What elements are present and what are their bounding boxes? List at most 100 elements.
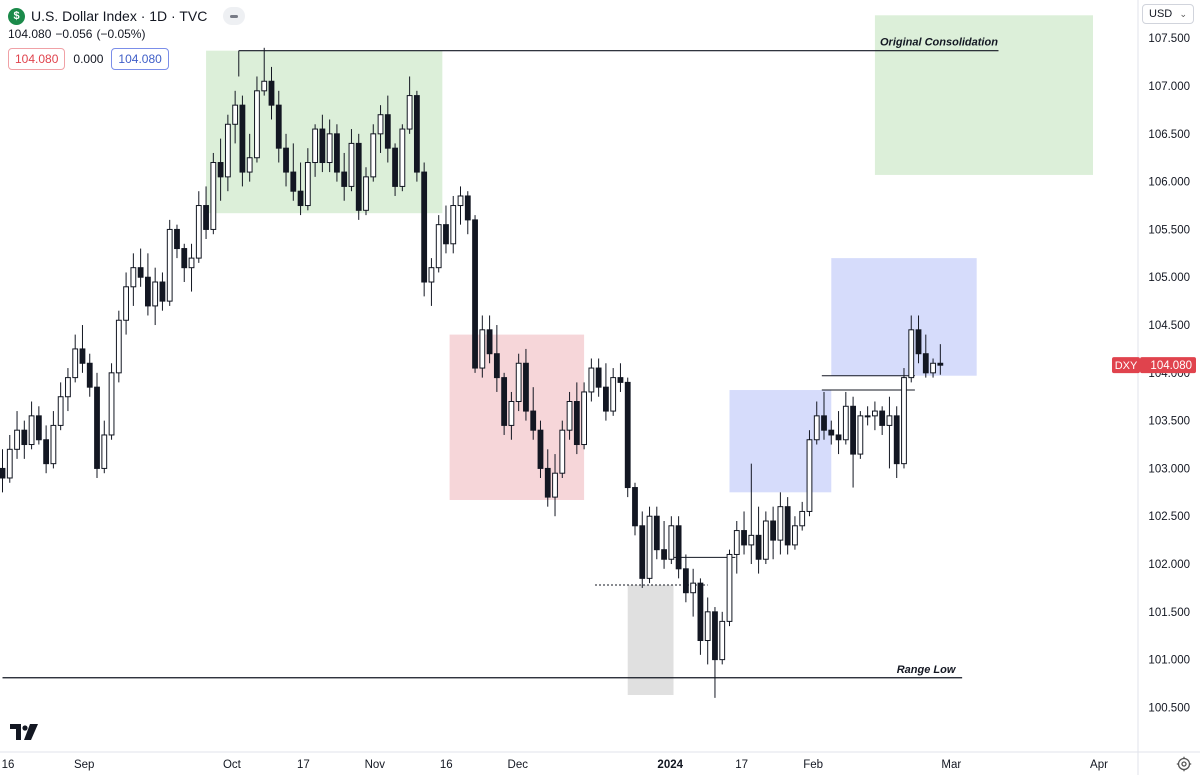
candle xyxy=(115,319,122,374)
candle xyxy=(166,228,173,302)
candle xyxy=(268,80,275,106)
candle xyxy=(334,133,340,173)
currency-label: USD xyxy=(1149,8,1173,20)
candle xyxy=(275,104,282,149)
candle xyxy=(508,401,515,426)
symbol-tag: DXY xyxy=(1115,360,1138,372)
x-tick-label: Oct xyxy=(223,759,242,771)
candle xyxy=(828,429,835,436)
candle xyxy=(493,353,500,379)
symbol-title[interactable]: U.S. Dollar Index · 1D · TVC xyxy=(31,8,208,24)
candle xyxy=(624,381,631,489)
y-tick-label: 107.000 xyxy=(1148,81,1190,93)
candle xyxy=(217,162,224,178)
candle xyxy=(35,415,42,441)
settings-gear-icon[interactable] xyxy=(1176,756,1192,772)
candle xyxy=(544,467,551,498)
candle xyxy=(108,372,115,436)
collapse-toggle[interactable] xyxy=(223,7,246,25)
candle xyxy=(617,377,624,383)
candle xyxy=(435,224,442,269)
candle xyxy=(406,95,413,130)
currency-selector[interactable]: USD ⌄ xyxy=(1142,4,1194,24)
candle xyxy=(559,429,566,474)
candle xyxy=(915,329,922,355)
candle xyxy=(697,582,704,642)
candle xyxy=(777,506,784,541)
candle xyxy=(712,611,718,661)
candle xyxy=(857,415,864,455)
candle xyxy=(232,104,239,125)
candle xyxy=(457,195,464,207)
candle xyxy=(842,405,849,441)
candle xyxy=(821,415,827,431)
candle xyxy=(152,281,159,307)
candle xyxy=(79,348,86,364)
candle xyxy=(646,515,653,579)
y-tick-label: 105.000 xyxy=(1148,272,1190,284)
candle xyxy=(261,80,268,92)
dollar-symbol-icon: $ xyxy=(8,7,25,25)
y-tick-label: 101.000 xyxy=(1148,655,1190,667)
x-tick-label: 17 xyxy=(297,759,310,771)
candle xyxy=(72,348,79,379)
zone-box xyxy=(729,390,832,493)
candle xyxy=(792,525,798,546)
candle xyxy=(726,553,733,622)
candle xyxy=(181,248,188,269)
candle xyxy=(123,286,129,321)
candle xyxy=(86,362,93,388)
candle xyxy=(872,410,878,417)
candle xyxy=(392,147,398,187)
candle xyxy=(566,401,573,431)
candle xyxy=(893,415,900,465)
candle xyxy=(450,205,457,245)
annotation-label: Original Consolidation xyxy=(880,37,998,49)
sell-button[interactable]: 104.080 xyxy=(8,48,66,70)
candle xyxy=(937,362,944,366)
candle xyxy=(930,362,936,374)
candle xyxy=(6,448,13,479)
candle xyxy=(203,205,209,230)
candle xyxy=(137,267,144,278)
candle xyxy=(210,162,217,230)
tradingview-logo-icon[interactable] xyxy=(10,722,40,742)
annotation-label: Range Low xyxy=(897,664,957,676)
candle xyxy=(464,195,471,221)
y-tick-label: 101.500 xyxy=(1148,607,1190,619)
candle xyxy=(246,157,253,173)
candle xyxy=(733,530,740,555)
chart-header: $ U.S. Dollar Index · 1D · TVC xyxy=(8,6,246,26)
candle xyxy=(479,329,486,369)
candle xyxy=(297,190,304,207)
candle xyxy=(682,568,689,594)
x-tick-label: 17 xyxy=(735,759,748,771)
candle xyxy=(421,171,428,283)
candle xyxy=(639,525,646,579)
candle xyxy=(770,520,777,541)
y-tick-label: 100.500 xyxy=(1148,702,1190,714)
y-tick-label: 103.500 xyxy=(1148,416,1190,428)
candle xyxy=(363,176,369,211)
candle xyxy=(50,424,57,465)
candle xyxy=(661,549,667,560)
candle xyxy=(552,472,558,498)
candle xyxy=(28,415,35,446)
last-price-tag-bg xyxy=(1140,357,1196,374)
price-change-pct: (−0.05%) xyxy=(96,27,146,41)
candle xyxy=(901,377,907,465)
candle xyxy=(632,487,638,527)
candle xyxy=(603,386,609,412)
candle xyxy=(675,525,682,570)
y-tick-label: 102.500 xyxy=(1148,511,1190,523)
zone-box xyxy=(449,334,585,500)
zones-layer xyxy=(206,15,1093,695)
candle xyxy=(290,171,297,192)
buy-button[interactable]: 104.080 xyxy=(111,48,169,70)
candle xyxy=(755,534,762,560)
candle xyxy=(341,171,348,187)
candle xyxy=(748,534,755,546)
x-tick-label: 16 xyxy=(2,759,15,771)
